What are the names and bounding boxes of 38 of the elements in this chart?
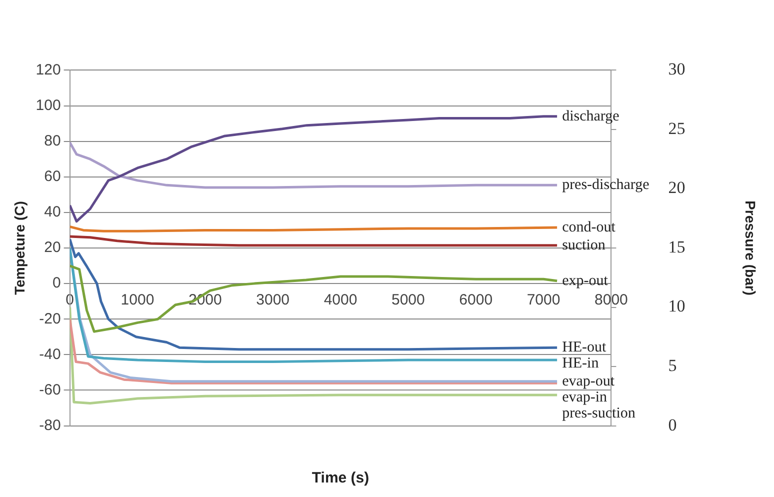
y-tick-label: 100 (36, 96, 61, 114)
y2-tick-label: 20 (668, 178, 686, 198)
y-tick-label: -80 (39, 416, 61, 434)
y-tick-label: -60 (39, 381, 61, 398)
series-label: evap-in (562, 389, 608, 406)
y2-tick-label: 15 (668, 237, 686, 256)
series-label: evap-out (562, 373, 616, 390)
y-tick-label: 20 (44, 239, 61, 256)
y2-tick-label: 5 (668, 356, 677, 375)
series-label: HE-out (562, 340, 608, 356)
x-tick-label: 5000 (392, 292, 425, 309)
y2-tick-label: 25 (668, 118, 686, 138)
y2-tick-label: 0 (668, 415, 677, 434)
series-label: HE-in (562, 356, 600, 372)
x-tick-label: 6000 (459, 292, 493, 309)
y-tick-label: -20 (39, 310, 61, 328)
y-tick-label: 80 (44, 132, 61, 150)
y2-tick-label: 30 (668, 60, 686, 79)
series-label: exp-out (562, 272, 609, 289)
y2-axis-title: Pressure (bar) (742, 200, 759, 296)
y-tick-label: 120 (36, 61, 61, 78)
y-axis-title: Tempeture (C) (11, 201, 28, 295)
y-tick-label: 60 (44, 168, 61, 186)
y-tick-label: 40 (44, 204, 61, 221)
y-tick-label: 0 (52, 274, 61, 292)
y2-tick-label: 10 (668, 296, 686, 316)
series-label: suction (562, 237, 606, 254)
x-tick-label: 7000 (526, 292, 560, 309)
y-tick-label: -40 (39, 346, 61, 363)
x-tick-label: 3000 (256, 292, 290, 309)
x-tick-label: 8000 (594, 292, 628, 309)
x-tick-label: 1000 (120, 292, 154, 309)
series-label: discharge (562, 108, 620, 124)
series-label: pres-suction (562, 405, 636, 422)
x-tick-label: 4000 (324, 292, 358, 309)
series-label: pres-discharge (562, 177, 650, 194)
series-label: cond-out (562, 219, 616, 236)
x-axis-title: Time (s) (312, 470, 370, 487)
